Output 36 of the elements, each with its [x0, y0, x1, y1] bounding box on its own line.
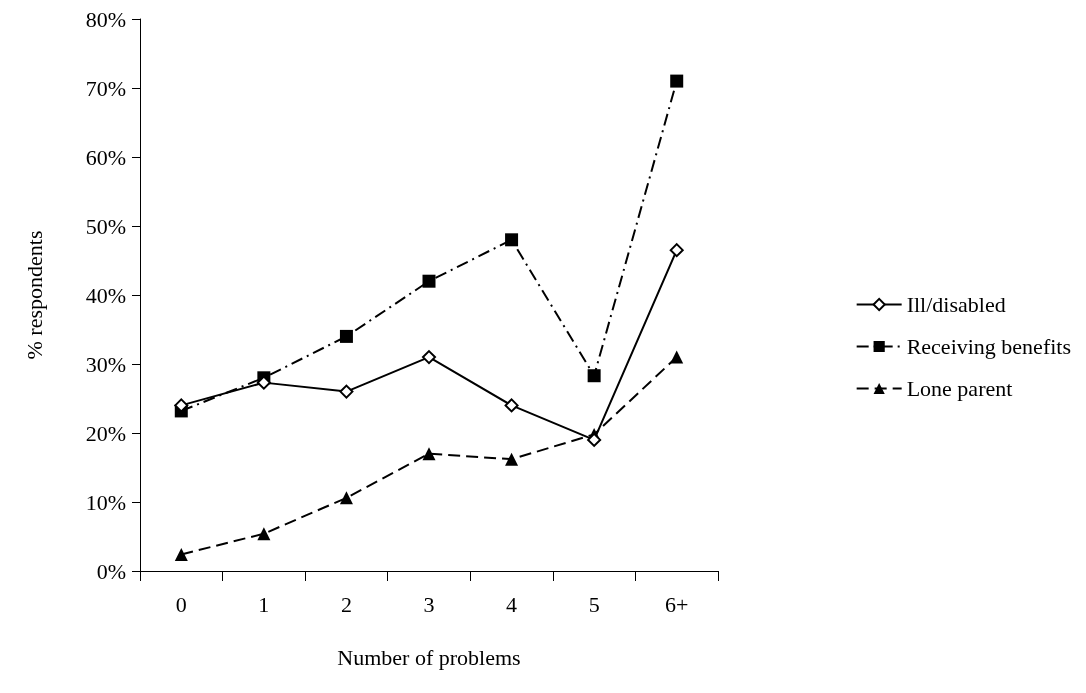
point — [174, 547, 188, 561]
point — [422, 274, 436, 288]
point — [422, 350, 436, 365]
point — [587, 369, 601, 383]
y-tick-label: 0% — [96, 558, 126, 584]
x-tick-label: 5 — [588, 591, 600, 617]
point — [257, 527, 271, 541]
point — [670, 74, 684, 88]
point — [505, 233, 519, 247]
y-tick-label: 10% — [85, 489, 126, 515]
x-tick-label: 0 — [175, 591, 187, 617]
point — [670, 350, 684, 364]
x-tick-label: 1 — [258, 591, 270, 617]
point — [669, 243, 684, 258]
point — [339, 329, 353, 343]
point — [504, 398, 519, 413]
y-tick-label: 60% — [85, 144, 126, 170]
point — [339, 491, 353, 505]
x-tick-label: 4 — [506, 591, 518, 617]
point — [505, 452, 519, 466]
legend-label: Receiving benefits — [906, 334, 1072, 359]
point — [339, 384, 354, 399]
y-tick-label: 40% — [85, 282, 126, 308]
point — [422, 447, 436, 461]
x-axis-title: Number of problems — [337, 644, 521, 670]
y-tick-label: 70% — [85, 75, 126, 101]
legend-label: Ill/disabled — [906, 292, 1006, 317]
x-tick-label: 6+ — [665, 591, 689, 617]
x-tick-label: 3 — [423, 591, 435, 617]
y-tick-label: 20% — [85, 420, 126, 446]
y-tick-label: 50% — [85, 213, 126, 239]
y-tick-label: 30% — [85, 351, 126, 377]
legend-label: Lone parent — [906, 376, 1013, 401]
y-tick-label: 80% — [85, 6, 126, 32]
y-axis-title: % respondents — [21, 230, 47, 360]
x-tick-label: 2 — [340, 591, 352, 617]
